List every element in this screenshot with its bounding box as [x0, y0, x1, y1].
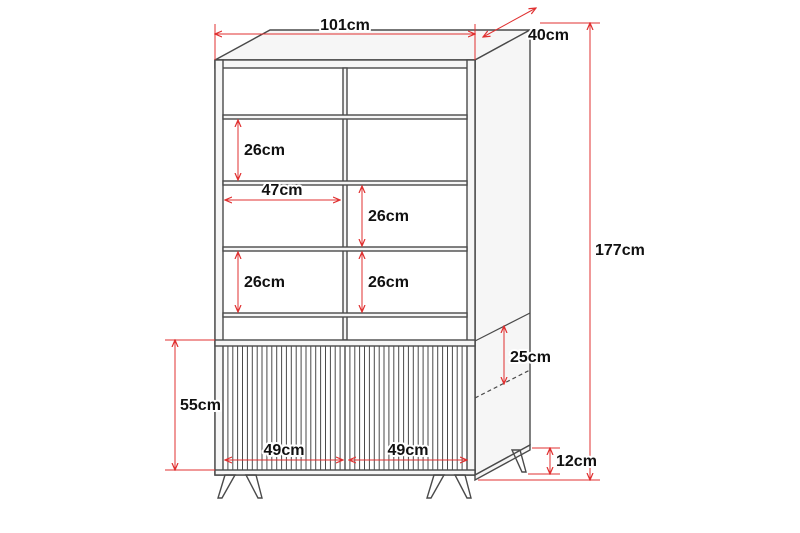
dim-shelf-width-label: 47cm — [262, 182, 303, 199]
right-side-panel — [467, 60, 475, 475]
dim-shelf-h-1-label: 26cm — [244, 142, 285, 159]
dim-top-width-label: 101cm — [320, 17, 370, 34]
dim-shelf-h-2-label: 26cm — [368, 208, 409, 225]
dim-lower-height: 55cm — [165, 340, 221, 470]
dim-shelf-h-3-label: 26cm — [244, 274, 285, 291]
dim-lower-height-label: 55cm — [180, 397, 221, 414]
dim-door-right-label: 49cm — [388, 442, 429, 459]
cabinet-side-face — [475, 30, 530, 475]
dim-shelf-h-4-label: 26cm — [368, 274, 409, 291]
bottom-panel — [215, 470, 475, 475]
furniture-dimension-diagram: 101cm 40cm 177cm 26cm 26cm 26cm 26cm 47c… — [0, 0, 800, 533]
dim-total-height-label: 177cm — [595, 242, 645, 259]
dim-top-depth-label: 40cm — [528, 27, 569, 44]
dim-inner-shelf-label: 25cm — [510, 349, 551, 366]
dim-leg-height: 12cm — [528, 448, 597, 474]
center-divider — [343, 68, 347, 340]
dim-leg-height-label: 12cm — [556, 453, 597, 470]
top-panel — [215, 60, 475, 68]
dim-door-left-label: 49cm — [264, 442, 305, 459]
lower-cabinet-top — [215, 340, 475, 346]
